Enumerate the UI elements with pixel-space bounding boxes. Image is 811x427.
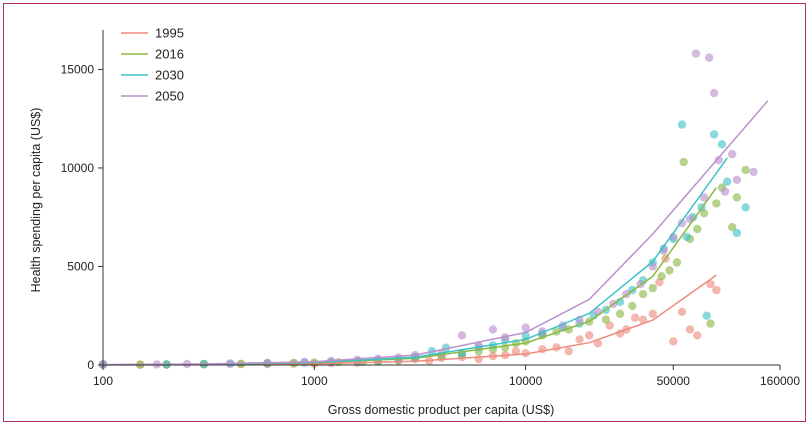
data-point-2050-33 bbox=[714, 155, 723, 165]
scatter-points bbox=[98, 49, 758, 369]
data-point-2050-31 bbox=[705, 53, 714, 62]
data-point-1995-19 bbox=[511, 347, 521, 356]
x-tick-label-100: 100 bbox=[93, 374, 113, 388]
data-point-2050-14 bbox=[488, 325, 498, 334]
y-tick-label-0: 0 bbox=[87, 358, 94, 372]
trend-line-1995 bbox=[102, 274, 717, 366]
data-point-2050-32 bbox=[709, 88, 719, 98]
data-point-2030-38 bbox=[741, 203, 750, 212]
data-point-2016-41 bbox=[741, 165, 750, 175]
legend-label-2050: 2050 bbox=[155, 89, 184, 104]
data-point-2016-25 bbox=[615, 309, 625, 318]
y-tick-label-15000: 15000 bbox=[61, 62, 95, 76]
data-point-1995-23 bbox=[564, 347, 573, 356]
legend-label-1995: 1995 bbox=[155, 26, 184, 41]
data-point-2016-27 bbox=[638, 289, 648, 299]
data-point-2016-32 bbox=[679, 157, 688, 167]
x-tick-label-50000: 50000 bbox=[657, 374, 691, 388]
data-point-2016-31 bbox=[672, 258, 682, 267]
data-point-2030-33 bbox=[702, 311, 711, 320]
data-point-2016-24 bbox=[601, 315, 611, 324]
data-point-2030-34 bbox=[709, 130, 719, 139]
x-tick-label-160000: 160000 bbox=[760, 374, 800, 388]
data-point-1995-31 bbox=[638, 315, 648, 324]
y-tick-label-5000: 5000 bbox=[67, 259, 94, 273]
data-point-2016-30 bbox=[665, 266, 674, 275]
data-point-2050-36 bbox=[732, 175, 742, 184]
data-point-2050-37 bbox=[749, 167, 758, 177]
data-point-2050-12 bbox=[457, 331, 467, 340]
data-point-2016-39 bbox=[728, 222, 737, 232]
trend-lines bbox=[102, 100, 769, 366]
data-point-2030-23 bbox=[615, 297, 625, 307]
data-point-2030-29 bbox=[677, 120, 687, 129]
data-point-2030-36 bbox=[723, 177, 732, 186]
data-point-1995-24 bbox=[575, 335, 584, 344]
data-point-2016-17 bbox=[500, 343, 510, 352]
data-point-1995-25 bbox=[585, 331, 594, 340]
data-point-1995-36 bbox=[677, 307, 687, 316]
data-point-2030-35 bbox=[717, 140, 727, 149]
data-point-2016-37 bbox=[712, 199, 721, 208]
x-tick-label-10000: 10000 bbox=[509, 374, 543, 388]
data-point-1995-20 bbox=[521, 349, 530, 358]
data-point-2016-26 bbox=[628, 301, 637, 311]
legend-label-2030: 2030 bbox=[155, 68, 184, 83]
data-point-1995-38 bbox=[693, 331, 702, 340]
data-point-1995-30 bbox=[630, 313, 640, 322]
data-point-2016-34 bbox=[693, 224, 702, 234]
data-point-1995-40 bbox=[712, 285, 721, 295]
y-axis-ticks: 0 5000 10000 15000 bbox=[61, 62, 103, 372]
legend-label-2016: 2016 bbox=[155, 47, 184, 62]
y-tick-label-10000: 10000 bbox=[61, 161, 95, 175]
data-point-1995-26 bbox=[593, 339, 603, 348]
data-point-2016-40 bbox=[732, 193, 742, 202]
trend-line-2030 bbox=[102, 157, 728, 366]
data-point-1995-39 bbox=[706, 280, 715, 289]
x-axis-ticks: 100 1000 10000 50000 160000 bbox=[93, 365, 800, 388]
data-point-2050-29 bbox=[691, 49, 701, 58]
data-point-2050-35 bbox=[728, 149, 737, 159]
data-point-1995-35 bbox=[669, 337, 678, 346]
trend-line-2050 bbox=[102, 100, 769, 366]
x-tick-label-1000: 1000 bbox=[301, 374, 328, 388]
y-axis-title: Health spending per capita (US$) bbox=[29, 108, 43, 293]
data-point-1995-32 bbox=[648, 309, 657, 318]
data-point-2050-34 bbox=[720, 187, 730, 196]
data-point-2050-16 bbox=[521, 323, 530, 332]
data-point-1995-37 bbox=[685, 325, 695, 334]
data-point-2030-37 bbox=[732, 228, 742, 238]
data-point-2016-28 bbox=[648, 283, 657, 293]
trend-line-2016 bbox=[102, 187, 718, 366]
data-point-2050-24 bbox=[648, 262, 657, 271]
data-point-2050-30 bbox=[699, 193, 709, 202]
data-point-2050-27 bbox=[677, 218, 687, 228]
data-point-2016-36 bbox=[706, 319, 715, 328]
x-axis-title: Gross domestic product per capita (US$) bbox=[328, 403, 554, 417]
data-point-2030-30 bbox=[682, 232, 692, 242]
legend: 1995 2016 2030 2050 bbox=[121, 26, 184, 104]
data-point-2016-29 bbox=[657, 272, 666, 281]
